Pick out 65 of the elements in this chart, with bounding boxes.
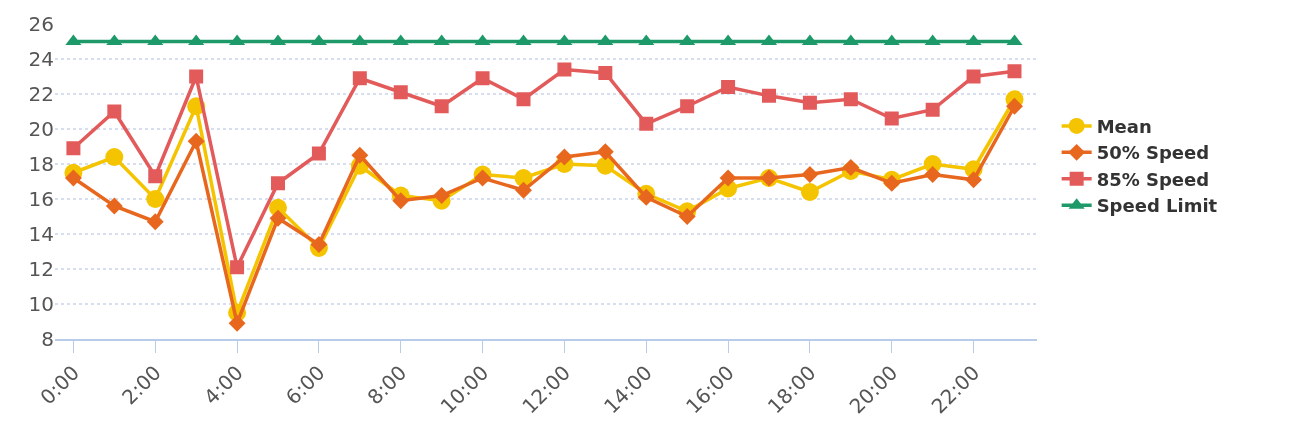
point (434, 99, 449, 114)
point (596, 143, 614, 161)
y-tick-label: 8 (41, 327, 54, 351)
legend-label: Mean (1096, 115, 1152, 137)
point (64, 169, 82, 187)
point (230, 260, 245, 275)
legend-label: Speed Limit (1096, 195, 1218, 217)
point (596, 156, 615, 175)
point (637, 188, 655, 206)
point (800, 183, 819, 201)
point (1007, 64, 1022, 79)
legend-label: 85% Speed (1096, 168, 1210, 190)
point (271, 176, 285, 191)
point (228, 314, 246, 332)
point (801, 166, 819, 183)
point (393, 85, 408, 100)
point (843, 92, 858, 107)
legend-label: 50% Speed (1096, 142, 1210, 164)
y-tick-label: 22 (28, 82, 54, 106)
point (925, 102, 940, 117)
point (310, 236, 328, 253)
point (680, 99, 695, 114)
point (105, 197, 123, 215)
point (107, 104, 122, 119)
point (66, 141, 81, 156)
y-tick-label: 14 (28, 222, 54, 246)
point (678, 208, 696, 225)
point (146, 190, 165, 208)
point (842, 159, 860, 176)
point (721, 80, 736, 94)
point (105, 148, 124, 166)
point (557, 62, 572, 77)
y-tick-label: 16 (28, 187, 54, 211)
point (474, 169, 492, 187)
point (884, 111, 899, 126)
point (516, 92, 531, 107)
y-tick-label: 12 (28, 257, 54, 281)
point (311, 146, 326, 161)
y-tick-label: 18 (28, 152, 54, 176)
point (148, 169, 163, 184)
point (187, 132, 205, 150)
point (966, 69, 981, 84)
point (352, 71, 367, 86)
point (965, 171, 983, 189)
point (351, 146, 369, 164)
point (883, 174, 901, 192)
y-tick-label: 20 (28, 117, 54, 141)
point (392, 192, 410, 210)
point (1006, 97, 1023, 115)
point (269, 209, 287, 227)
point (189, 69, 204, 84)
y-tick-label: 26 (28, 12, 54, 36)
point (475, 71, 490, 86)
y-tick-label: 24 (28, 47, 54, 71)
point (639, 116, 654, 131)
point (146, 213, 164, 231)
point (555, 148, 573, 166)
point (719, 169, 737, 187)
point (924, 166, 942, 183)
point (598, 66, 613, 80)
point (433, 187, 451, 204)
point (802, 95, 817, 110)
point (515, 181, 532, 199)
point (762, 88, 776, 103)
y-tick-label: 10 (28, 292, 54, 316)
